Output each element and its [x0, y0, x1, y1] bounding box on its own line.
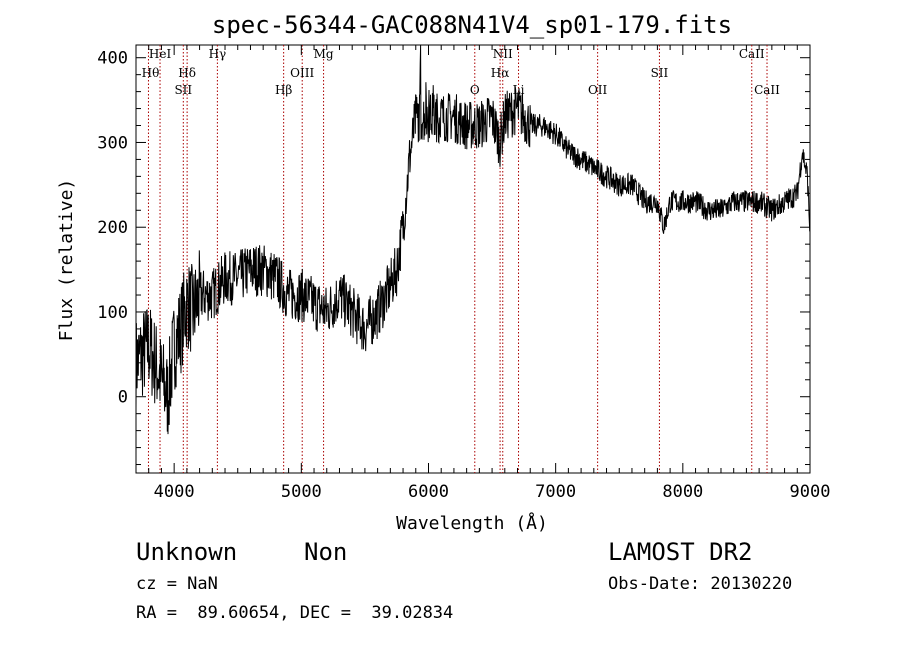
class-label: Unknown: [136, 538, 238, 566]
axis-ticks: 4000 5000 6000 7000 8000 9000 0 100 200 300 400: [97, 45, 830, 502]
line-marker-label: Mg: [314, 47, 334, 61]
chart-title: spec-56344-GAC088N41V4_sp01-179.fits: [212, 11, 732, 39]
x-tick-label: 5000: [281, 482, 322, 502]
y-tick-label: 100: [97, 303, 128, 323]
line-marker-label: Hγ: [209, 47, 227, 61]
spectrum-series: [135, 45, 811, 435]
survey-label: LAMOST DR2: [608, 538, 753, 566]
line-marker-label: NII: [493, 47, 513, 61]
line-marker-label: O: [470, 83, 480, 97]
plot-frame: [135, 44, 811, 474]
x-tick-label: 6000: [408, 482, 449, 502]
x-tick-label: 4000: [154, 482, 195, 502]
line-marker-label: OIII: [290, 66, 314, 80]
line-marker-label: SII: [174, 83, 192, 97]
x-tick-label: 9000: [790, 482, 831, 502]
ra-dec: RA = 89.60654, DEC = 39.02834: [136, 603, 454, 623]
line-marker-label: SII: [651, 66, 669, 80]
line-marker-label: Hδ: [178, 66, 196, 80]
obs-date: Obs-Date: 20130220: [608, 574, 793, 594]
y-tick-label: 300: [97, 133, 128, 153]
line-marker-label: Hα: [491, 66, 510, 80]
x-tick-label: 7000: [535, 482, 576, 502]
y-tick-label: 200: [97, 218, 128, 238]
line-marker-label: Hθ: [142, 66, 160, 80]
line-marker-label: Hβ: [275, 83, 292, 97]
line-marker-label: CaII: [754, 83, 780, 97]
line-marker-label: CaII: [739, 47, 765, 61]
spectrum-line: [135, 45, 811, 435]
y-tick-label: 400: [97, 49, 128, 69]
y-axis-label: Flux (relative): [56, 179, 77, 342]
subclass-label: Non: [304, 538, 348, 566]
y-tick-label: 0: [118, 388, 128, 408]
x-axis-label: Wavelength (Å): [396, 512, 548, 534]
x-tick-label: 8000: [662, 482, 703, 502]
line-marker-label: HeI: [149, 47, 172, 61]
cz-value: cz = NaN: [136, 574, 218, 594]
line-marker-label: OII: [588, 83, 608, 97]
